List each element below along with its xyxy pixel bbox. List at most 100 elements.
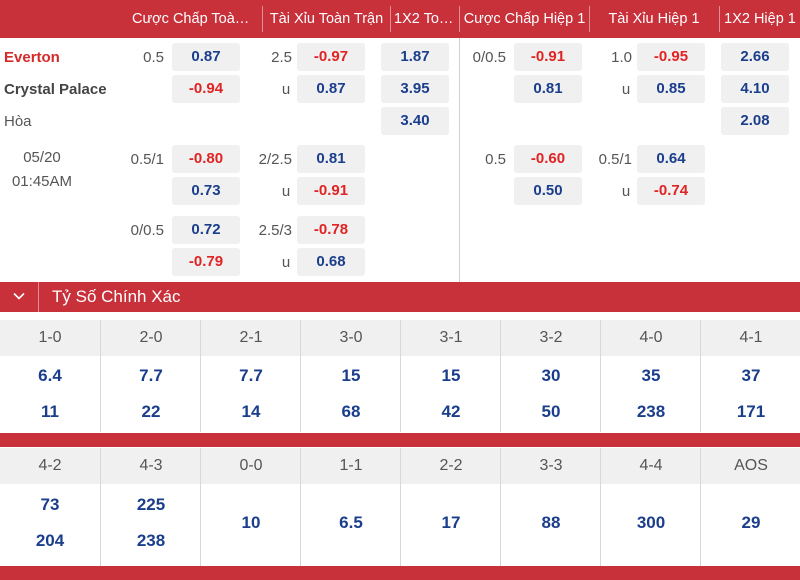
header-divider (719, 6, 720, 32)
ft-handicap-line: 0.5/1 (130, 151, 164, 168)
header-ou-fulltime: Tài Xỉu Toàn Trận (269, 11, 384, 27)
ft-ou-under-odds[interactable]: -0.91 (297, 177, 365, 205)
score-home-odds[interactable]: 6.4 (38, 366, 62, 385)
ft-under-marker: u (281, 183, 291, 200)
h1-handicap-away-odds[interactable]: 0.81 (514, 75, 582, 103)
score-grid-separator (0, 566, 800, 580)
h1-handicap-home-odds[interactable]: -0.60 (514, 145, 582, 173)
header-divider (589, 6, 590, 32)
h1-1x2-home-odds[interactable]: 2.66 (721, 43, 789, 71)
score-away-odds[interactable]: 22 (141, 402, 161, 421)
score-label: 3-3 (539, 457, 563, 474)
h1-handicap-home-odds[interactable]: -0.91 (514, 43, 582, 71)
ft-handicap-home-odds[interactable]: 0.87 (172, 43, 240, 71)
h1-1x2-draw-odds[interactable]: 2.08 (721, 107, 789, 135)
score-draw-odds[interactable]: 300 (636, 513, 666, 532)
header-ou-h1: Tài Xỉu Hiệp 1 (608, 11, 700, 27)
collapse-toggle[interactable] (0, 282, 38, 312)
score-col: 3-0 15 68 (300, 320, 400, 432)
score-away-odds[interactable]: 238 (636, 402, 666, 421)
score-draw-odds[interactable]: 29 (741, 513, 761, 532)
away-team-name[interactable]: Crystal Palace (4, 81, 107, 98)
score-away-odds[interactable]: 42 (441, 402, 461, 421)
score-away-odds[interactable]: 14 (241, 402, 261, 421)
score-draw-odds[interactable]: 17 (441, 513, 461, 532)
score-home-odds[interactable]: 7.7 (239, 366, 263, 385)
header-handicap-fulltime: Cược Chấp Toàn Trận (132, 11, 260, 27)
ft-1x2-draw-odds[interactable]: 3.40 (381, 107, 449, 135)
score-draw-odds[interactable]: 10 (241, 513, 261, 532)
bar-divider (38, 282, 39, 312)
score-col: 4-4 300 (600, 448, 700, 566)
h1-ou-under-odds[interactable]: 0.85 (637, 75, 705, 103)
score-home-odds[interactable]: 73 (40, 495, 60, 514)
score-away-odds[interactable]: 68 (341, 402, 361, 421)
score-draw-odds[interactable]: 88 (541, 513, 561, 532)
h1-under-marker: u (621, 183, 631, 200)
score-grid-1: 1-0 6.4 11 2-0 7.7 22 2-1 7.7 14 3-0 15 … (0, 320, 800, 432)
odds-header: Cược Chấp Toàn Trận Tài Xỉu Toàn Trận 1X… (0, 0, 800, 38)
ft-under-marker: u (281, 81, 291, 98)
ft-ou-line: 2.5/3 (258, 222, 292, 239)
h1-handicap-away-odds[interactable]: 0.50 (514, 177, 582, 205)
score-home-odds[interactable]: 15 (341, 366, 361, 385)
score-label: 4-3 (139, 457, 163, 474)
h1-ou-over-odds[interactable]: -0.95 (637, 43, 705, 71)
score-col: 3-1 15 42 (400, 320, 500, 432)
score-label: 2-0 (139, 329, 163, 346)
ft-1x2-away-odds[interactable]: 3.95 (381, 75, 449, 103)
score-col: 1-0 6.4 11 (0, 320, 100, 432)
ft-handicap-away-odds[interactable]: -0.79 (172, 248, 240, 276)
h1-1x2-away-odds[interactable]: 4.10 (721, 75, 789, 103)
ft-handicap-away-odds[interactable]: 0.73 (172, 177, 240, 205)
score-away-odds[interactable]: 50 (541, 402, 561, 421)
score-home-odds[interactable]: 7.7 (139, 366, 163, 385)
header-divider (390, 6, 391, 32)
ft-ou-over-odds[interactable]: -0.78 (297, 216, 365, 244)
header-handicap-h1: Cược Chấp Hiệp 1 (463, 11, 586, 27)
score-col: 2-2 17 (400, 448, 500, 566)
score-home-odds[interactable]: 15 (441, 366, 461, 385)
score-label: 1-0 (38, 329, 62, 346)
header-1x2-h1: 1X2 Hiệp 1 (724, 11, 796, 27)
score-col: 4-3 225 238 (100, 448, 200, 566)
ft-handicap-home-odds[interactable]: 0.72 (172, 216, 240, 244)
ft-ou-under-odds[interactable]: 0.87 (297, 75, 365, 103)
ft-ou-over-odds[interactable]: -0.97 (297, 43, 365, 71)
score-label: 3-2 (539, 329, 563, 346)
h1-ou-over-odds[interactable]: 0.64 (637, 145, 705, 173)
score-away-odds[interactable]: 171 (736, 402, 766, 421)
score-col: 3-2 30 50 (500, 320, 600, 432)
half-divider (459, 38, 460, 282)
h1-under-marker: u (621, 81, 631, 98)
score-col: 2-1 7.7 14 (200, 320, 300, 432)
score-away-odds[interactable]: 238 (136, 531, 166, 550)
h1-ou-under-odds[interactable]: -0.74 (637, 177, 705, 205)
h1-ou-line: 1.0 (611, 49, 632, 66)
score-col: 4-0 35 238 (600, 320, 700, 432)
header-divider (262, 6, 263, 32)
header-divider (459, 6, 460, 32)
score-away-odds[interactable]: 11 (41, 402, 59, 421)
score-draw-odds[interactable]: 6.5 (339, 513, 363, 532)
score-col: 0-0 10 (200, 448, 300, 566)
ft-handicap-away-odds[interactable]: -0.94 (172, 75, 240, 103)
ft-ou-over-odds[interactable]: 0.81 (297, 145, 365, 173)
score-col: 3-3 88 (500, 448, 600, 566)
score-col: AOS 29 (700, 448, 800, 566)
ft-handicap-line: 0.5 (143, 49, 164, 66)
score-away-odds[interactable]: 204 (35, 531, 65, 550)
correct-score-bar: Tỷ Số Chính Xác (0, 282, 800, 312)
ft-ou-under-odds[interactable]: 0.68 (297, 248, 365, 276)
score-home-odds[interactable]: 30 (541, 366, 561, 385)
score-label: 4-0 (639, 329, 663, 346)
score-home-odds[interactable]: 35 (641, 366, 661, 385)
score-label: 4-1 (739, 329, 763, 346)
ft-1x2-home-odds[interactable]: 1.87 (381, 43, 449, 71)
ft-ou-line: 2.5 (271, 49, 292, 66)
score-col: 4-2 73 204 (0, 448, 100, 566)
ft-handicap-home-odds[interactable]: -0.80 (172, 145, 240, 173)
home-team-name[interactable]: Everton (4, 49, 60, 66)
score-home-odds[interactable]: 37 (741, 366, 761, 385)
score-home-odds[interactable]: 225 (136, 495, 166, 514)
